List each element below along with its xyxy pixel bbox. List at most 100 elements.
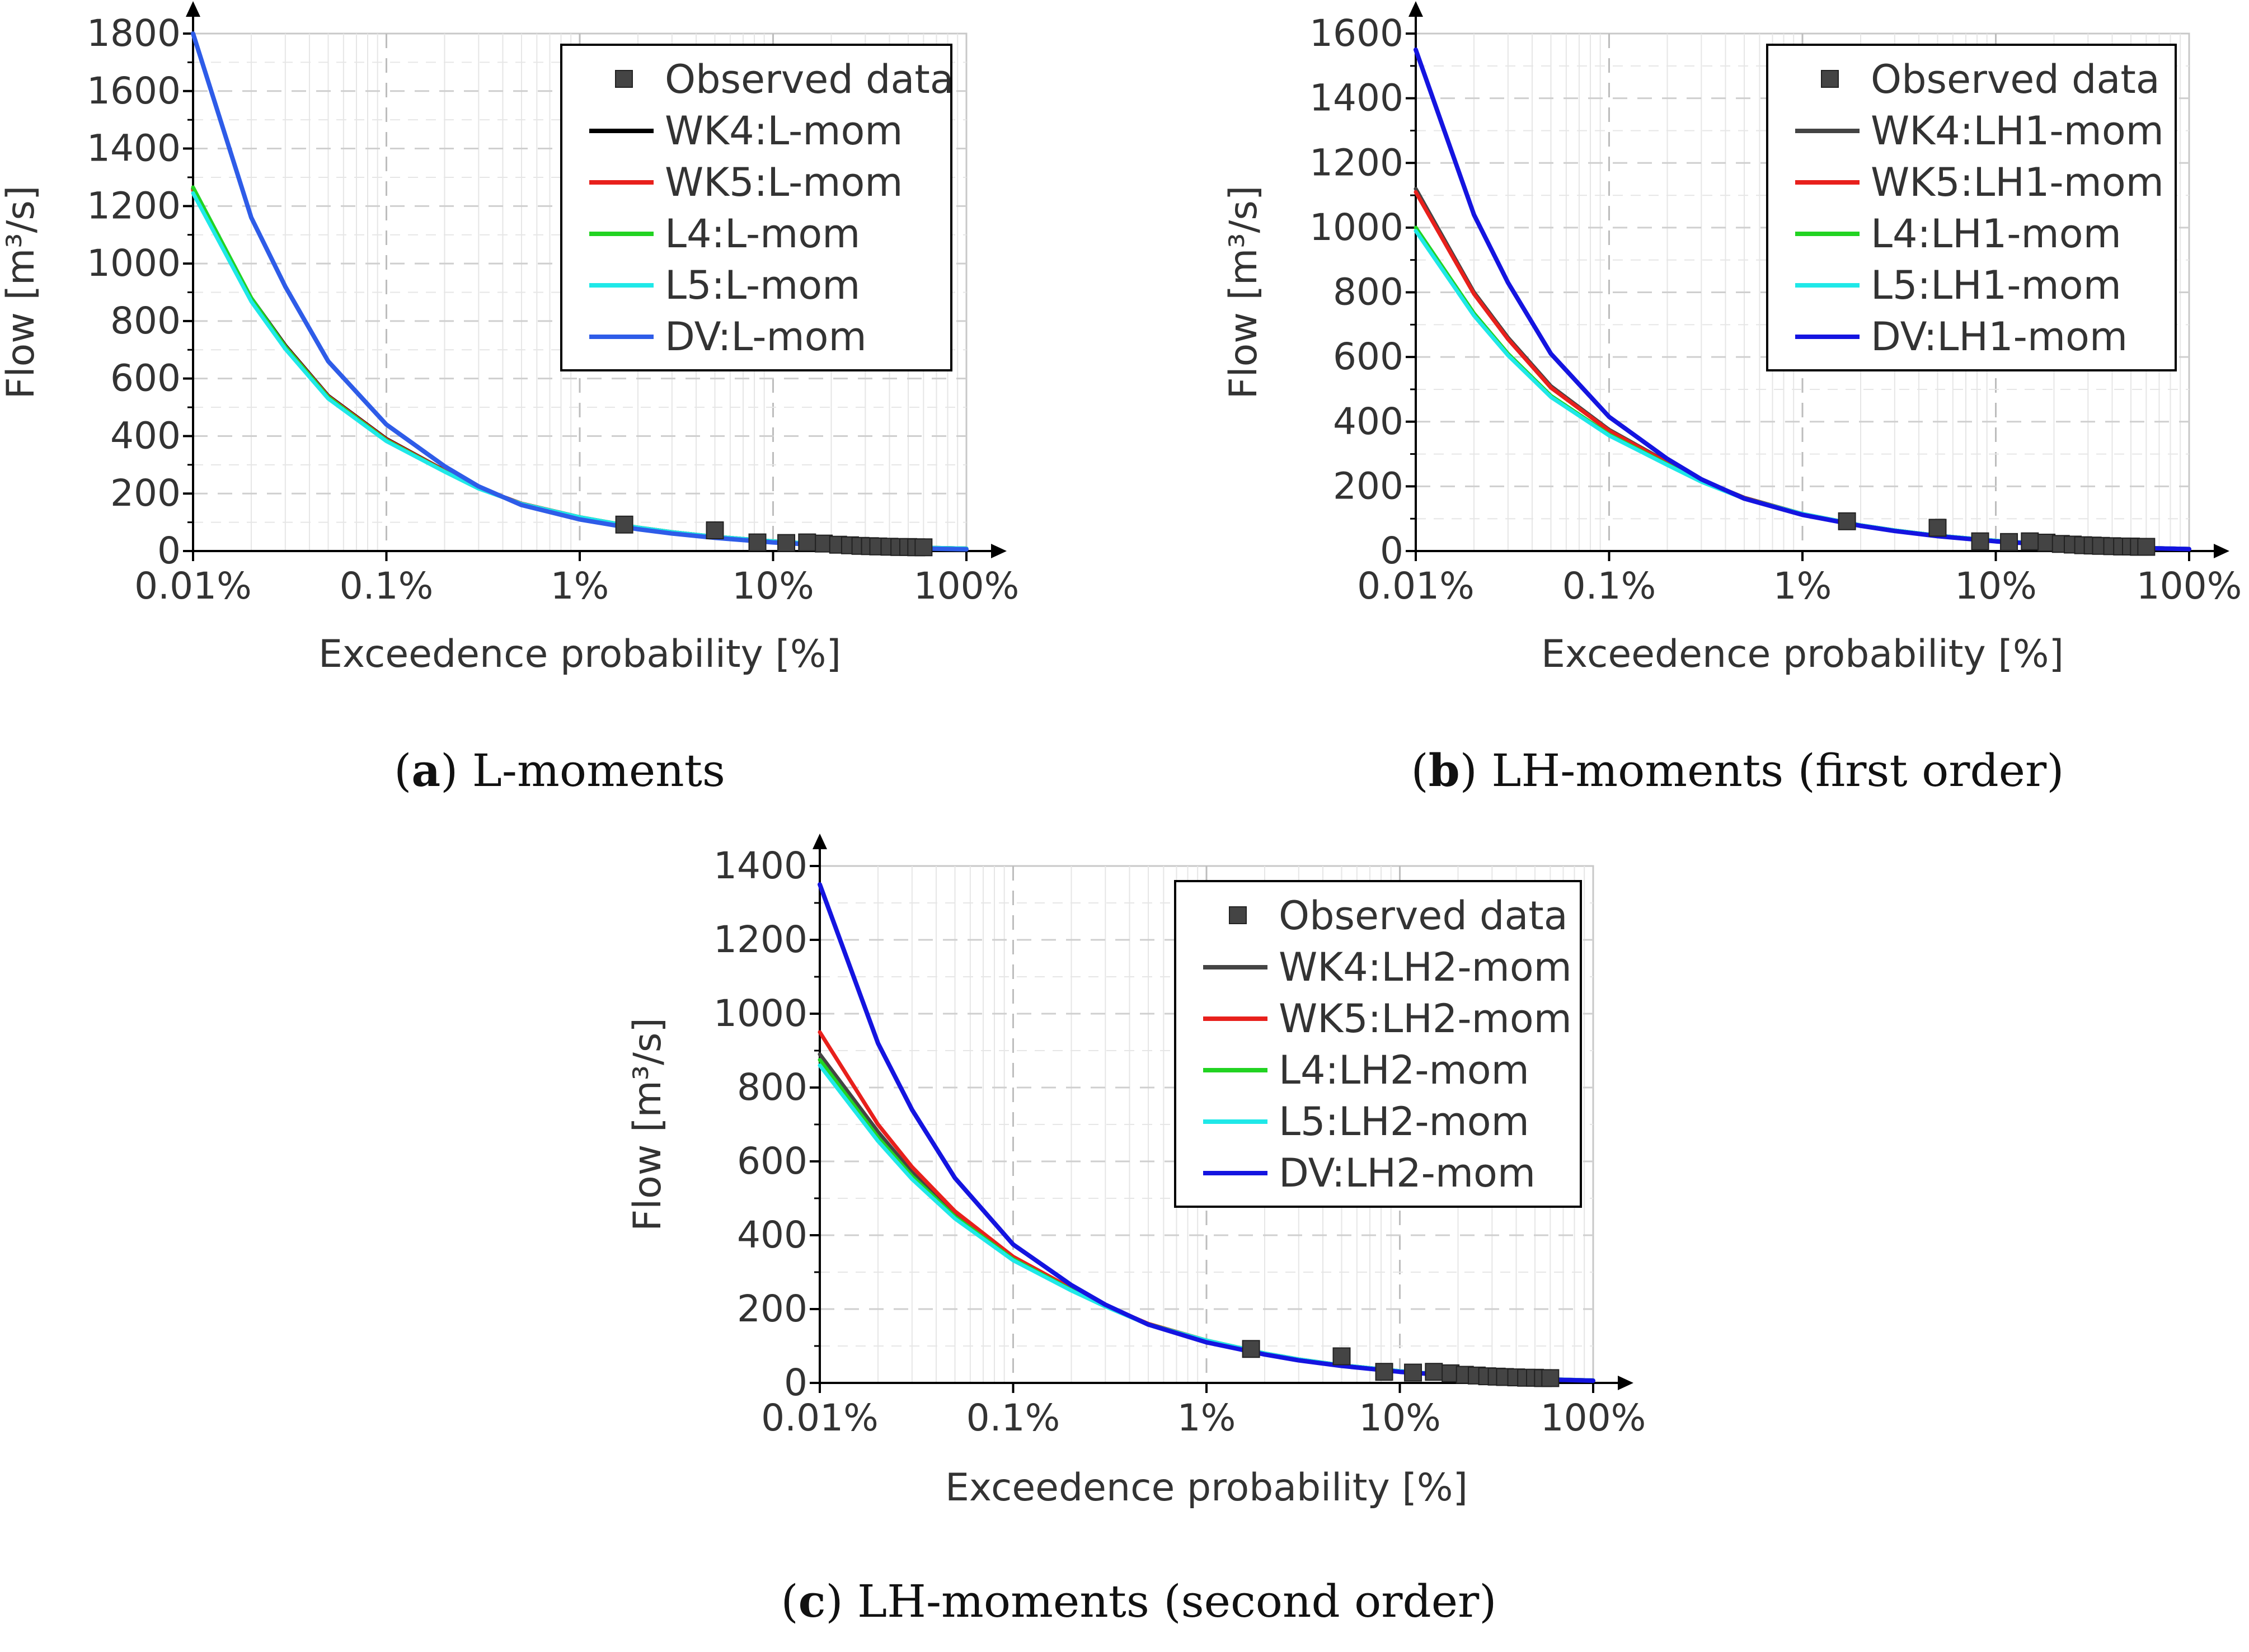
y-tick-label: 200 (1333, 464, 1403, 507)
caption-paren: ( (781, 1575, 798, 1627)
x-axis-arrow (2214, 544, 2229, 558)
x-axis-arrow (991, 544, 1007, 558)
observed-point (1928, 519, 1947, 537)
y-tick-label: 1000 (87, 242, 181, 285)
y-tick-label: 0 (1380, 529, 1403, 572)
x-tick-label: 1% (551, 564, 609, 608)
legend-marker-observed (1229, 906, 1247, 924)
observed-point (1375, 1363, 1393, 1381)
y-axis-arrow (186, 1, 200, 17)
legend-box (560, 44, 952, 371)
y-axis-title: Flow [m³/s] (0, 186, 43, 399)
y-tick-label: 600 (737, 1140, 807, 1183)
x-tick-label: 1% (1177, 1396, 1236, 1439)
caption-text: ) L-moments (440, 745, 725, 797)
y-tick-label: 1200 (1309, 141, 1403, 184)
legend-label: DV:LH2-mom (1279, 1150, 1536, 1196)
legend-marker-observed (615, 70, 633, 88)
y-tick-label: 400 (737, 1213, 807, 1256)
x-tick-label: 10% (1359, 1396, 1441, 1439)
x-axis-title: Exceedence probability [%] (945, 1466, 1468, 1510)
caption-letter: a (411, 744, 440, 797)
y-tick-label: 1600 (1309, 12, 1403, 55)
x-axis-arrow (1618, 1376, 1633, 1390)
legend-label: WK4:L-mom (665, 108, 903, 154)
legend-label: WK5:LH1-mom (1871, 159, 2164, 205)
caption-text: ) LH-moments (second order) (825, 1575, 1496, 1627)
y-tick-label: 400 (110, 414, 181, 457)
legend-label: L4:LH1-mom (1871, 211, 2121, 257)
x-tick-label: 10% (732, 564, 814, 608)
legend-label: L4:L-mom (665, 211, 860, 257)
chart-a: 0 200 400 600 800 1000 1200 1400 1600 1800 0.01% 0.… (0, 1, 1019, 797)
observed-point (1971, 532, 1989, 550)
x-tick-label: 0.1% (340, 564, 434, 608)
legend-label: WK4:LH2-mom (1279, 944, 1572, 990)
observed-point (2021, 532, 2039, 550)
caption-paren: ( (394, 745, 411, 797)
legend-box (1766, 44, 2177, 371)
observed-point (798, 533, 816, 552)
y-tick-label: 600 (110, 357, 181, 400)
x-tick-label: 100% (2137, 564, 2242, 608)
chart-c: 0 200 400 600 800 1000 1200 1400 0.01% 0.1% 1% 10% 1… (626, 834, 1646, 1627)
chart-b: 0 200 400 600 800 1000 1200 1400 1600 0.01% 0.1% 1%… (1222, 1, 2242, 797)
y-tick-label: 0 (157, 529, 181, 572)
x-tick-label: 100% (1541, 1396, 1646, 1439)
x-tick-label: 0.1% (966, 1396, 1060, 1439)
legend-marker-observed (1821, 70, 1839, 88)
legend-label: L5:LH1-mom (1871, 262, 2121, 308)
observed-point (748, 533, 767, 552)
legend-label: DV:LH1-mom (1871, 314, 2128, 360)
legend-label: L5:L-mom (665, 262, 860, 308)
x-axis-title: Exceedence probability [%] (1541, 632, 2064, 676)
legend-label: WK5:L-mom (665, 159, 903, 205)
caption-paren: ( (1411, 745, 1429, 797)
legend: Observed data WK4:L-mom WK5:L-mom L4:L-mom L… (560, 44, 954, 371)
y-tick-label: 1400 (87, 127, 181, 170)
chart-caption: (a) L-moments (394, 744, 725, 797)
observed-point (615, 515, 633, 534)
caption-text: ) LH-moments (first order) (1460, 745, 2064, 797)
observed-point (706, 521, 724, 539)
legend-label: WK4:LH1-mom (1871, 108, 2164, 154)
observed-point (1242, 1340, 1260, 1358)
y-tick-label: 1000 (713, 992, 807, 1035)
x-tick-label: 1% (1773, 564, 1832, 608)
y-tick-label: 1800 (87, 12, 181, 55)
x-tick-label: 100% (914, 564, 1020, 608)
legend-label: WK5:LH2-mom (1279, 996, 1572, 1042)
y-axis-title: Flow [m³/s] (626, 1018, 670, 1231)
legend-box (1174, 880, 1582, 1208)
observed-point (1332, 1347, 1351, 1366)
y-tick-label: 200 (110, 472, 181, 515)
x-tick-label: 0.01% (761, 1396, 879, 1439)
x-tick-label: 0.01% (134, 564, 252, 608)
y-axis-arrow (813, 834, 827, 849)
x-tick-label: 10% (1955, 564, 2037, 608)
chart-caption: (c) LH-moments (second order) (781, 1575, 1496, 1627)
observed-point (777, 534, 796, 552)
x-axis-title: Exceedence probability [%] (318, 632, 841, 676)
legend-label: L5:LH2-mom (1279, 1099, 1529, 1145)
observed-point (1425, 1363, 1443, 1381)
y-tick-label: 1200 (87, 184, 181, 227)
caption-letter: c (799, 1575, 826, 1627)
legend-label: DV:L-mom (665, 314, 867, 360)
y-tick-label: 800 (1333, 271, 1403, 314)
y-tick-label: 800 (110, 299, 181, 342)
y-axis-title: Flow [m³/s] (1222, 186, 1266, 399)
observed-point (1541, 1369, 1560, 1387)
observed-point (914, 538, 933, 557)
y-tick-label: 0 (784, 1361, 807, 1404)
y-axis-arrow (1408, 1, 1423, 17)
y-tick-label: 1200 (713, 918, 807, 961)
observed-point (1838, 512, 1856, 530)
y-tick-label: 200 (737, 1287, 807, 1330)
legend-label: Observed data (1871, 57, 2160, 102)
observed-point (1404, 1363, 1422, 1382)
y-tick-label: 400 (1333, 400, 1403, 443)
observed-point (2000, 533, 2018, 551)
y-tick-label: 600 (1333, 335, 1403, 378)
